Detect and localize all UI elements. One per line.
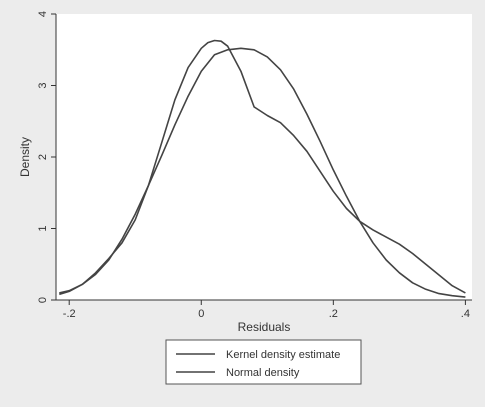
x-axis-label: Residuals [238,320,291,334]
series-layer [59,39,466,298]
y-tick-label: 3 [37,82,49,88]
x-tick-label: .2 [329,308,338,320]
y-ticks: 0 1 2 3 4 [37,11,56,303]
y-tick-label: 0 [37,297,49,303]
y-axis-label: Density [18,137,32,177]
x-tick-label: -.2 [63,308,76,320]
legend-box [165,339,362,385]
x-tick-label: .4 [461,308,470,320]
x-tick-label: 0 [198,308,204,320]
y-tick-label: 4 [37,11,49,17]
y-tick-label: 2 [37,154,49,160]
legend: Kernel density estimate Normal density [165,339,362,385]
kernel-density-line [59,39,466,294]
y-tick-label: 1 [37,225,49,231]
x-ticks: -.2 0 .2 .4 [63,300,470,320]
plot-area [56,14,472,300]
legend-label-normal: Normal density [226,367,300,379]
normal-density-line [59,47,466,298]
legend-label-kernel: Kernel density estimate [226,349,340,361]
